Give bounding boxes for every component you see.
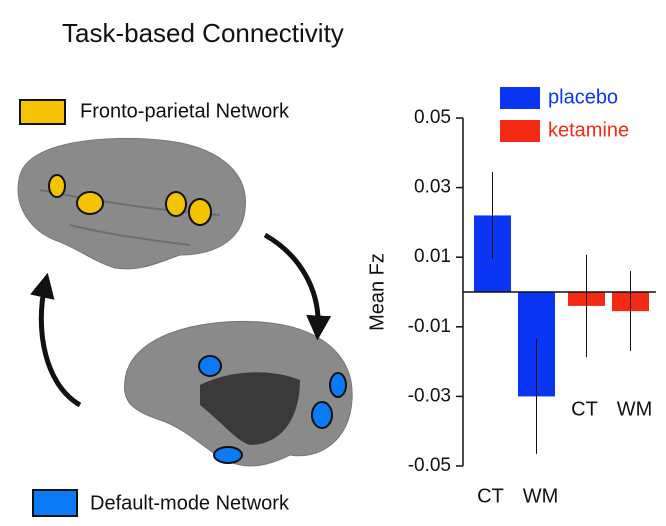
legend-swatch: [500, 120, 540, 142]
arrow: [265, 235, 318, 328]
legend-label: placebo: [548, 86, 618, 108]
x-tick-label: WM: [523, 485, 559, 507]
legend-label: ketamine: [548, 119, 629, 141]
annotation: Fronto-parietal Network: [80, 100, 290, 122]
arrow: [41, 285, 80, 405]
chart-title: Task-based Connectivity: [62, 18, 344, 48]
network-swatch: [33, 490, 77, 516]
y-tick-label: 0.03: [414, 177, 451, 198]
x-tick-label: CT: [477, 485, 504, 507]
figure: Task-based Connectivity Fronto-parietal …: [0, 0, 666, 521]
legend-swatch: [500, 87, 540, 109]
y-tick-label: -0.03: [408, 385, 451, 406]
brain-medial: [124, 321, 352, 466]
x-tick-label: CT: [571, 398, 598, 420]
annotation: Default-mode Network: [90, 492, 290, 514]
y-tick-label: -0.01: [408, 316, 451, 337]
y-axis-label: Mean Fz: [366, 253, 388, 331]
y-tick-label: 0.01: [414, 246, 451, 267]
network-swatch: [20, 100, 65, 124]
y-tick-label: -0.05: [408, 455, 451, 476]
brain-lateral: [18, 138, 245, 269]
y-tick-label: 0.05: [414, 107, 451, 128]
x-tick-label: WM: [617, 398, 653, 420]
